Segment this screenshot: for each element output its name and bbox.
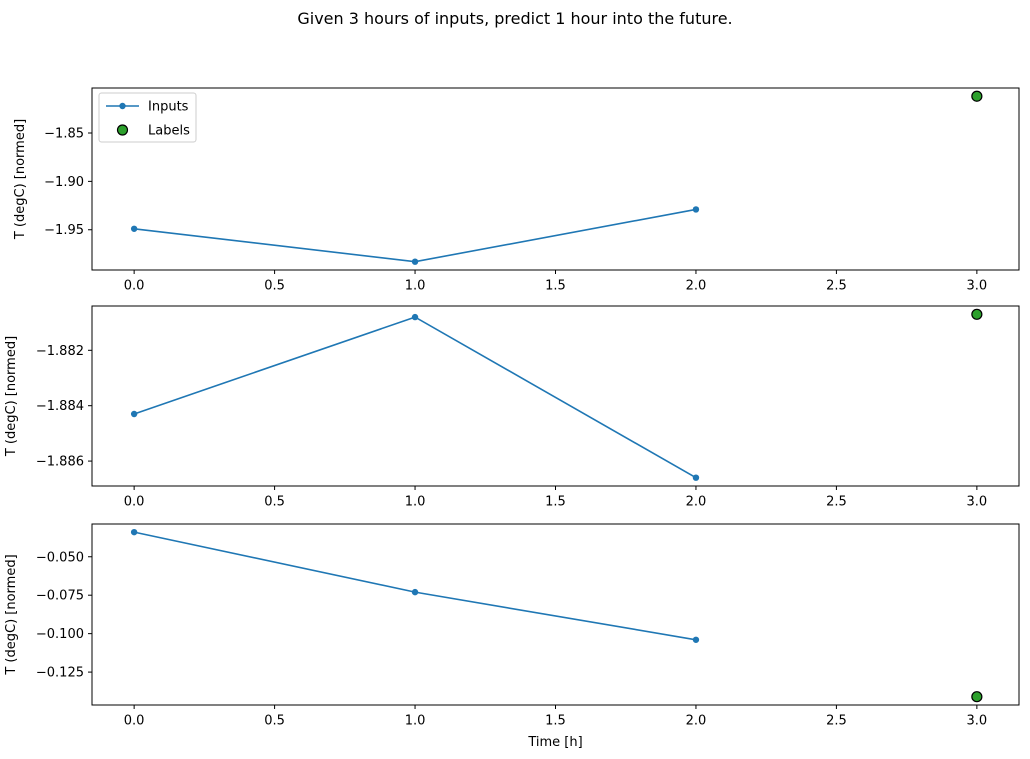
inputs-point: [411, 313, 419, 321]
x-tick-label: 3.0: [967, 279, 988, 294]
axes-frame: [91, 523, 1020, 706]
axes-frame: [91, 87, 1020, 271]
x-tick-label: 1.5: [545, 279, 566, 294]
legend-inputs-marker: [119, 102, 126, 110]
inputs-point: [692, 474, 700, 481]
x-tick-label: 0.0: [124, 714, 145, 729]
x-tick-label: 0.5: [264, 279, 285, 294]
y-axis-label: T (degC) [normed]: [4, 336, 19, 457]
legend-labels-marker: [116, 124, 129, 136]
y-tick-label: −1.90: [44, 175, 84, 190]
y-tick-label: −1.85: [44, 126, 84, 141]
y-tick-label: −0.075: [36, 589, 84, 604]
subplot-1: 0.0 0.5 1.0 1.5 2.0 2.5 3.0 −1.85 −1.90 −1.95 T (d…: [13, 87, 1020, 294]
legend-label-labels: Labels: [148, 124, 190, 139]
inputs-point: [692, 206, 700, 213]
labels-point: [971, 308, 983, 320]
subplot-3: 0.0 0.5 1.0 1.5 2.0 2.5 3.0 −0.050 −0.075 −0.100 −…: [4, 523, 1020, 750]
x-tick-label: 2.0: [686, 279, 707, 294]
y-tick-label: −1.886: [36, 455, 84, 470]
legend: Inputs Labels: [98, 92, 197, 143]
subplot-2: 0.0 0.5 1.0 1.5 2.0 2.5 3.0 −1.882 −1.884 −1.886 T…: [4, 305, 1020, 510]
x-tick-label: 1.0: [405, 279, 426, 294]
y-tick-label: −1.95: [44, 223, 84, 238]
x-tick-label: 1.0: [405, 714, 426, 729]
x-tick-label: 2.0: [686, 714, 707, 729]
x-tick-label: 2.5: [826, 279, 847, 294]
x-tick-label: 0.5: [264, 495, 285, 510]
labels-point: [971, 691, 983, 703]
inputs-point: [130, 410, 138, 418]
x-tick-label: 1.0: [405, 495, 426, 510]
inputs-point: [411, 258, 419, 265]
y-tick-label: −0.125: [36, 666, 84, 681]
y-tick-label: −1.882: [36, 344, 84, 359]
inputs-point: [692, 636, 700, 643]
inputs-point: [411, 588, 419, 596]
inputs-line: [133, 316, 697, 479]
x-tick-label: 2.0: [686, 495, 707, 510]
y-axis-label: T (degC) [normed]: [13, 119, 28, 240]
x-tick-label: 2.5: [826, 495, 847, 510]
x-tick-label: 3.0: [967, 495, 988, 510]
x-tick-label: 0.0: [124, 495, 145, 510]
inputs-point: [130, 225, 138, 232]
x-tick-label: 0.5: [264, 714, 285, 729]
y-tick-label: −0.100: [36, 627, 84, 642]
x-axis-label: Time [h]: [527, 735, 582, 750]
inputs-line: [134, 208, 697, 263]
y-axis-label: T (degC) [normed]: [4, 554, 19, 675]
inputs-line: [133, 531, 697, 641]
inputs-point: [130, 528, 138, 536]
x-tick-label: 1.5: [545, 714, 566, 729]
labels-point: [971, 90, 983, 102]
x-tick-label: 1.5: [545, 495, 566, 510]
x-tick-label: 2.5: [826, 714, 847, 729]
x-tick-label: 3.0: [967, 714, 988, 729]
axes-frame: [91, 305, 1020, 487]
x-tick-label: 0.0: [124, 279, 145, 294]
legend-label-inputs: Inputs: [148, 100, 189, 115]
y-tick-label: −1.884: [36, 399, 84, 414]
figure-title: Given 3 hours of inputs, predict 1 hour …: [297, 9, 733, 28]
y-tick-label: −0.050: [36, 550, 84, 565]
